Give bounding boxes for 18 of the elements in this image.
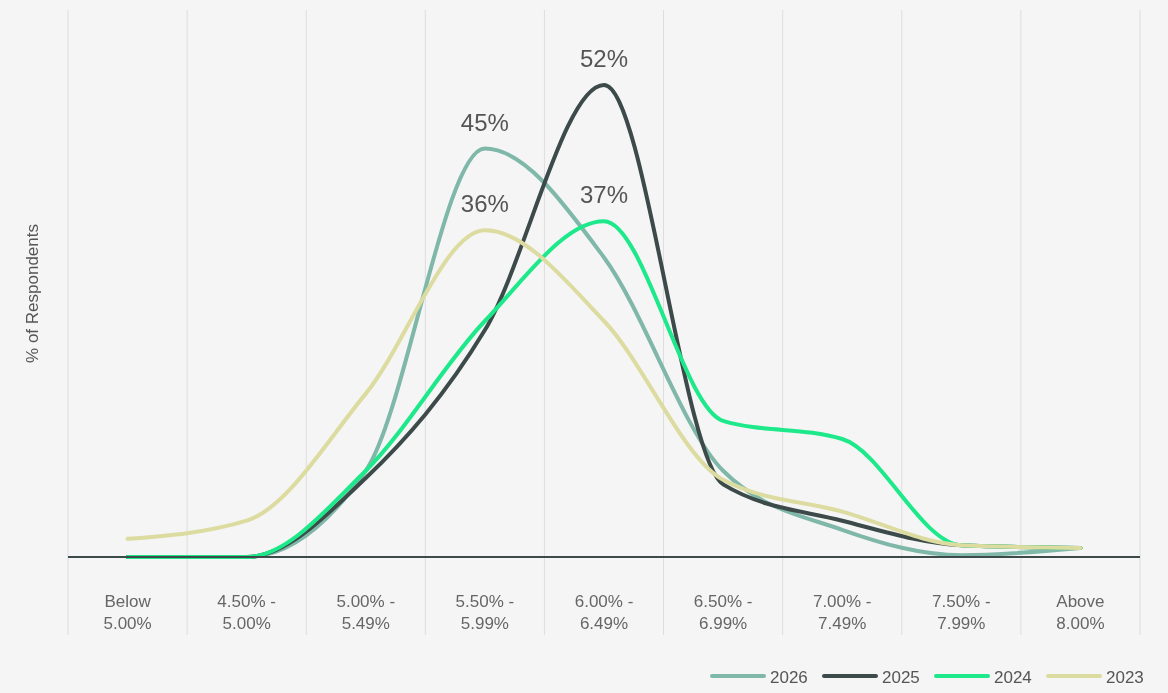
data-label: 45% [460, 108, 509, 136]
x-tick-label: 5.00% - 5.49% [336, 592, 396, 633]
x-tick-label: 7.50% - 7.99% [932, 592, 991, 633]
data-label: 52% [579, 45, 629, 72]
x-tick-label: 7.00% - 7.49% [812, 592, 872, 633]
y-axis-title: % of Respondents [23, 224, 42, 363]
x-tick-label: 4.50% - 5.00% [217, 592, 276, 633]
x-tick-label: 6.00% - 6.49% [574, 592, 634, 633]
legend-label: 2025 [882, 668, 920, 687]
x-tick-label: 6.50% - 6.99% [693, 592, 753, 633]
legend-label: 2024 [994, 668, 1032, 687]
x-tick-label: 5.50% - 5.99% [455, 592, 515, 633]
x-tick-label: Below 5.00% [103, 592, 152, 633]
legend-label: 2026 [770, 668, 808, 687]
data-label: 37% [579, 181, 629, 209]
legend-label: 2023 [1106, 668, 1144, 687]
x-tick-label: Above 8.00% [1056, 592, 1105, 633]
data-label: 36% [460, 190, 509, 218]
